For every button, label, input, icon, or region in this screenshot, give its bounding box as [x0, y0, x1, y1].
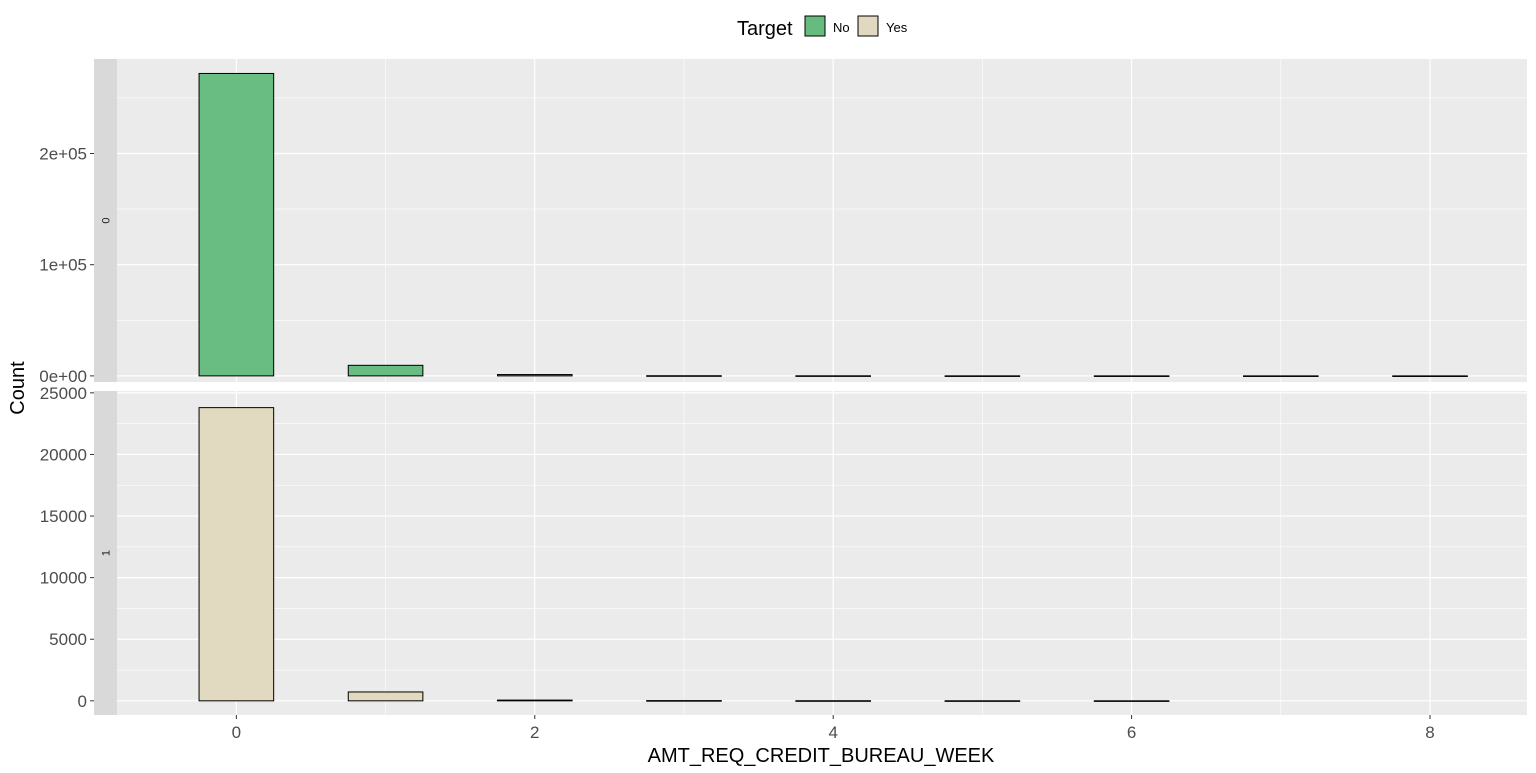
legend-key-yes: [857, 15, 879, 37]
x-tick-label: 4: [828, 723, 837, 742]
bar: [944, 700, 1021, 702]
y-axis-title: Count: [7, 361, 29, 415]
bar: [646, 375, 722, 377]
y-tick-label: 20000: [40, 445, 87, 464]
facet-strip: [94, 59, 117, 382]
bar: [198, 407, 275, 702]
facet-panel-0: 0 0e+00 1e+05 2e+05: [39, 59, 1527, 386]
x-axis-title: AMT_REQ_CREDIT_BUREAU_WEEK: [648, 745, 995, 767]
bar: [646, 700, 722, 702]
legend-title: Target: [737, 18, 793, 40]
bar: [347, 364, 424, 377]
bar: [198, 72, 275, 377]
y-tick-label: 1e+05: [39, 256, 87, 275]
bar: [1243, 375, 1319, 377]
y-tick-label: 15000: [40, 507, 87, 526]
bar: [795, 375, 871, 377]
y-tick-label: 2e+05: [39, 145, 87, 164]
panel-background: [117, 59, 1527, 382]
x-tick-label: 0: [232, 723, 241, 742]
legend: Target No Yes: [737, 15, 908, 40]
y-tick-label: 25000: [40, 384, 87, 403]
bar: [795, 700, 871, 702]
bar: [496, 699, 573, 702]
y-tick-label: 0: [78, 692, 87, 711]
panel-background: [117, 391, 1527, 715]
facet-strip: [94, 391, 117, 715]
x-tick-label: 2: [530, 723, 539, 742]
y-tick-label: 0e+00: [39, 367, 87, 386]
bar: [496, 374, 573, 377]
y-tick-label: 5000: [49, 630, 87, 649]
facet-strip-label: 1: [101, 550, 113, 556]
legend-label-yes: Yes: [886, 20, 908, 35]
legend-key-no: [804, 15, 826, 37]
legend-label-no: No: [833, 20, 850, 35]
x-tick-label: 6: [1127, 723, 1136, 742]
x-tick-label: 8: [1425, 723, 1434, 742]
bar: [1093, 375, 1170, 377]
bar: [1093, 700, 1170, 702]
bar: [1392, 375, 1468, 377]
y-tick-label: 10000: [40, 569, 87, 588]
x-axis: 0 2 4 6 8: [232, 715, 1435, 742]
facet-strip-label: 0: [101, 217, 113, 223]
facet-panels: 0 0e+00 1e+05 2e+05 1 0 5000 10000 15000 20000 250…: [39, 59, 1527, 715]
facet-panel-1: 1 0 5000 10000 15000 20000 25000: [40, 384, 1527, 715]
bar: [347, 691, 424, 702]
bar: [944, 375, 1021, 377]
